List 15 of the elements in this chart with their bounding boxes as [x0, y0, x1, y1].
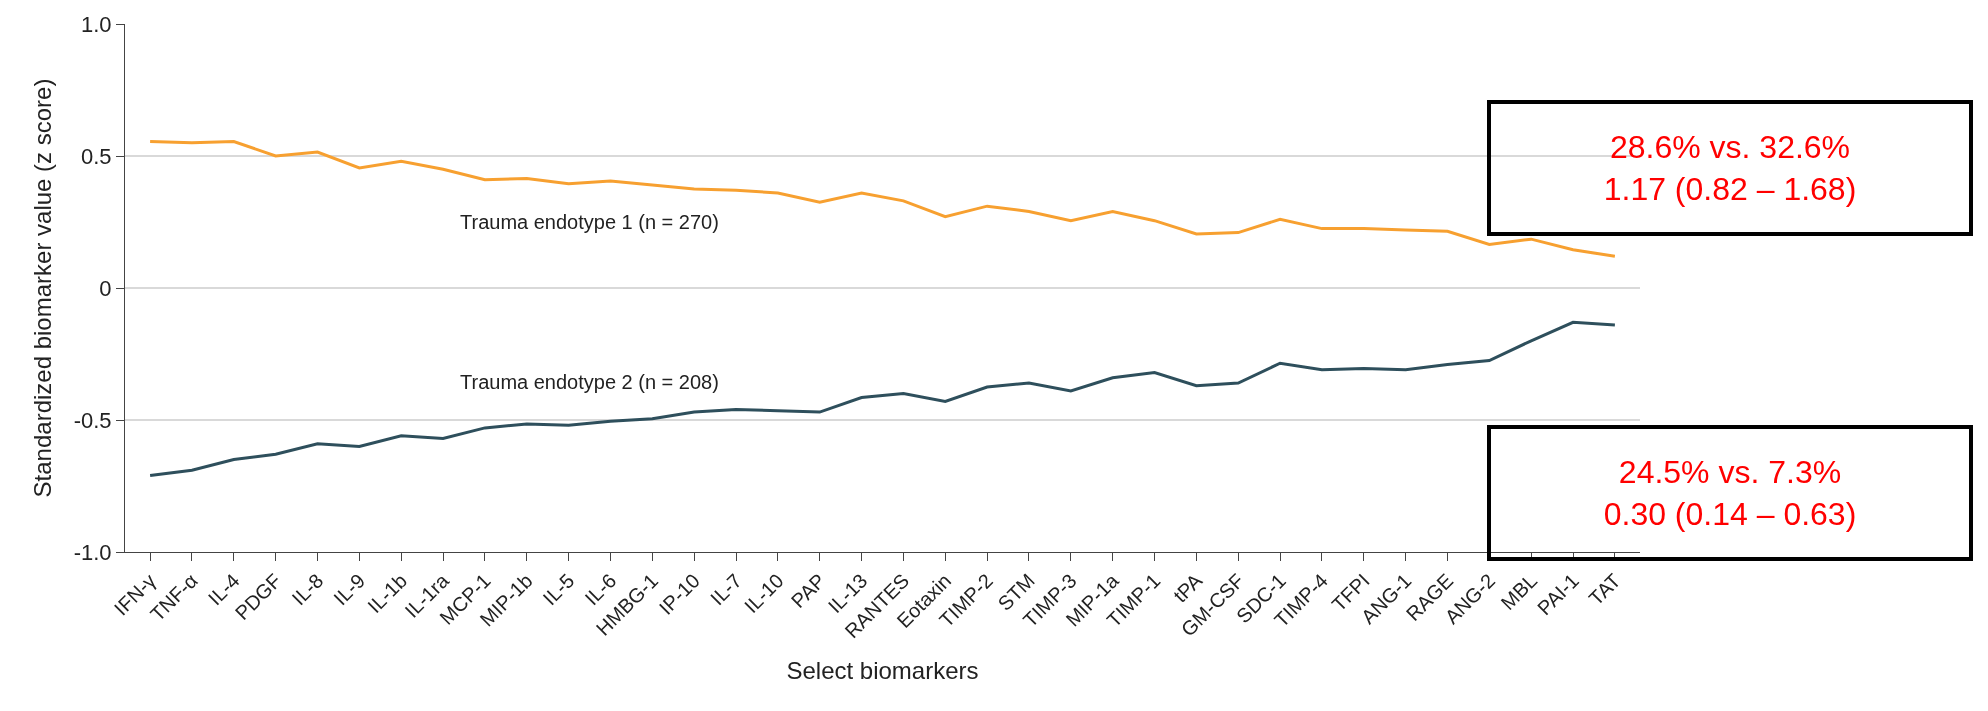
annotation: 24.5% vs. 7.3% 0.30 (0.14 – 0.63): [1603, 454, 1857, 532]
y-tick-label: 0: [99, 275, 112, 301]
x-tick-label: IL-8: [287, 569, 328, 610]
x-axis-title: Select biomarkers: [786, 656, 979, 684]
x-tick-label: TAT: [1584, 569, 1625, 610]
y-tick-label: -0.5: [73, 407, 112, 433]
y-tick-label: -1.0: [73, 539, 112, 565]
series-label: Trauma endotype 2 (n = 208): [460, 371, 719, 393]
series-label: Trauma endotype 1 (n = 270): [460, 211, 719, 233]
x-tick-label: IL-5: [538, 569, 579, 610]
y-axis-title: Standardized biomarker value (z score): [28, 78, 56, 498]
line-series: [148, 320, 1617, 477]
annotation: 28.6% vs. 32.6% 1.17 (0.82 – 1.68): [1603, 129, 1857, 207]
y-tick-label: 0.5: [81, 143, 112, 169]
y-tick-label: 1.0: [81, 11, 112, 37]
